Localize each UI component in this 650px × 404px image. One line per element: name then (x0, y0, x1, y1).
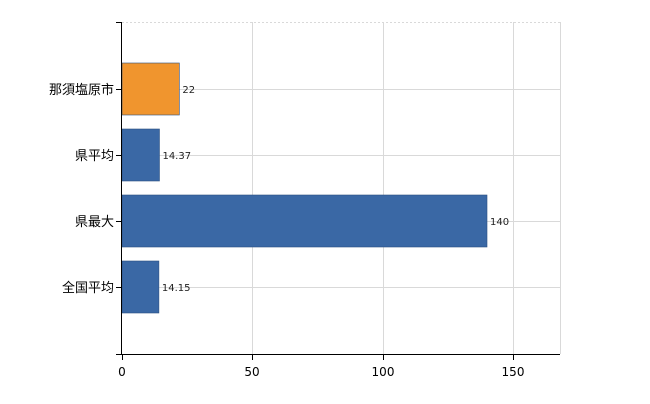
bar (121, 128, 160, 182)
x-tick-label: 150 (502, 365, 525, 379)
axes (116, 22, 560, 360)
x-tick-label: 0 (118, 365, 126, 379)
category-label: 那須塩原市 (49, 82, 114, 98)
gridlines (122, 22, 561, 354)
bar (121, 260, 160, 314)
bar (121, 62, 180, 116)
data-label: 14.37 (162, 151, 191, 162)
category-label: 県平均 (75, 149, 114, 164)
category-label: 県最大 (75, 215, 114, 230)
x-tick-label: 50 (244, 365, 259, 379)
data-label: 140 (490, 217, 509, 228)
bar (121, 194, 488, 248)
data-label: 14.15 (162, 283, 191, 294)
x-tick-label: 100 (372, 365, 395, 379)
bars (121, 62, 488, 314)
category-label: 全国平均 (62, 280, 114, 296)
data-label: 22 (182, 85, 195, 96)
